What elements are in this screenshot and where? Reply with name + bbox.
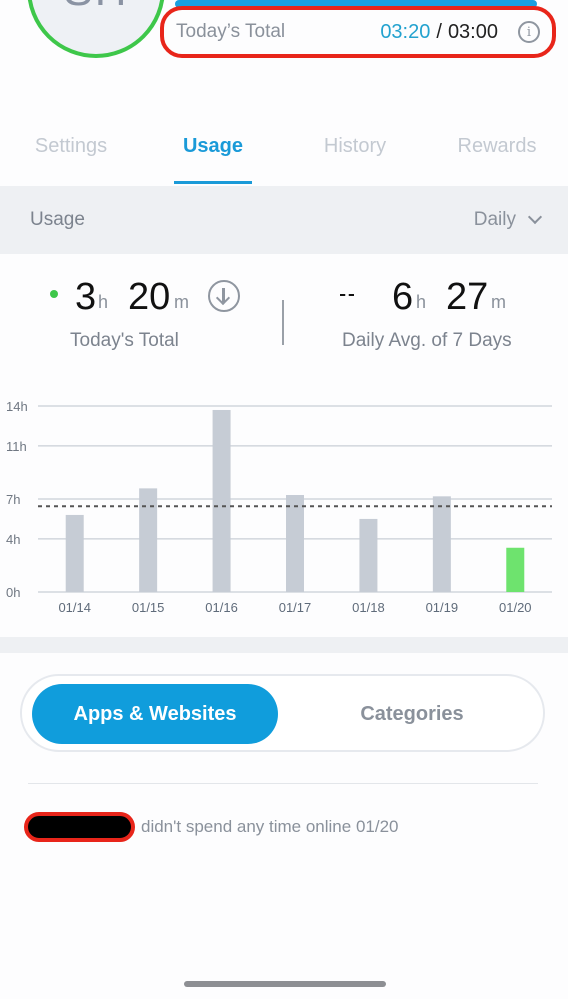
empty-state-message: didn't spend any time online 01/20 — [24, 812, 398, 842]
y-tick-label: 4h — [6, 532, 20, 547]
period-dropdown[interactable]: Daily — [473, 209, 543, 231]
period-dropdown-value: Daily — [473, 209, 516, 230]
daily-usage-chart: 0h 4h 7h 11h 14h 01/14 01/15 01/16 01/17 01/18 01/… — [6, 399, 552, 615]
average-dash-icon — [340, 294, 354, 296]
avg-minutes-value: 27 — [446, 276, 489, 318]
daily-average-caption: Daily Avg. of 7 Days — [342, 330, 512, 351]
x-tick-label: 01/18 — [352, 600, 385, 615]
chart-bar — [506, 547, 525, 592]
todays-total-label: Today’s Total — [176, 21, 286, 42]
chevron-down-icon — [527, 209, 543, 225]
used-time: 03:20 — [380, 20, 431, 43]
section-divider — [0, 637, 568, 653]
tab-settings[interactable]: Settings — [34, 135, 108, 157]
time-separator: / — [436, 20, 442, 43]
x-tick-label: 01/16 — [205, 600, 238, 615]
view-segmented-control: Apps & Websites Categories — [20, 674, 545, 752]
chart-bar — [286, 495, 304, 592]
today-hours-value: 3 — [75, 276, 97, 318]
avg-hours-unit: h — [416, 292, 427, 312]
chart-bar — [432, 496, 451, 592]
y-tick-label: 0h — [6, 585, 20, 600]
avatar[interactable]: SH — [27, 0, 165, 58]
tab-history[interactable]: History — [323, 135, 387, 157]
x-tick-label: 01/19 — [426, 600, 459, 615]
avatar-initials: SH — [63, 0, 128, 16]
chart-bar — [65, 514, 84, 592]
todays-total-summary[interactable]: Today’s Total 03:20 / 03:00 i — [160, 6, 556, 58]
stats-divider — [282, 300, 284, 345]
tab-usage[interactable]: Usage — [142, 120, 284, 186]
empty-state-text: didn't spend any time online 01/20 — [141, 817, 399, 836]
content-divider — [28, 783, 538, 784]
home-indicator[interactable] — [184, 981, 386, 987]
chart-bar — [359, 518, 378, 592]
today-hours-unit: h — [98, 292, 109, 312]
x-tick-label: 01/15 — [132, 600, 165, 615]
status-dot-icon — [50, 290, 58, 298]
today-minutes-value: 20 — [128, 276, 171, 318]
usage-section-header: Usage Daily — [0, 186, 568, 254]
limit-time: 03:00 — [447, 20, 498, 43]
redacted-name — [24, 812, 135, 842]
tab-rewards[interactable]: Rewards — [457, 135, 537, 157]
today-total-caption: Today's Total — [70, 330, 179, 351]
usage-section-title: Usage — [30, 209, 85, 230]
x-tick-label: 01/14 — [58, 600, 91, 615]
y-tick-label: 14h — [6, 399, 28, 414]
chart-bar — [139, 488, 158, 592]
tab-bar: Settings Usage History Rewards — [0, 120, 568, 186]
apps-websites-button[interactable]: Apps & Websites — [32, 684, 278, 744]
x-tick-label: 01/17 — [279, 600, 312, 615]
info-icon[interactable]: i — [518, 21, 540, 43]
y-tick-label: 11h — [6, 439, 27, 454]
download-icon[interactable] — [208, 280, 240, 312]
chart-bar — [212, 409, 231, 592]
usage-stats: 3 h 20 m Today's Total 6 h 27 m Daily Av… — [0, 270, 568, 370]
categories-button[interactable]: Categories — [360, 702, 464, 725]
time-limit-progress-bar — [175, 0, 537, 8]
avg-hours-value: 6 — [392, 276, 414, 318]
avg-minutes-unit: m — [491, 292, 506, 312]
x-tick-label: 01/20 — [499, 600, 532, 615]
today-minutes-unit: m — [174, 292, 189, 312]
y-tick-label: 7h — [6, 492, 20, 507]
